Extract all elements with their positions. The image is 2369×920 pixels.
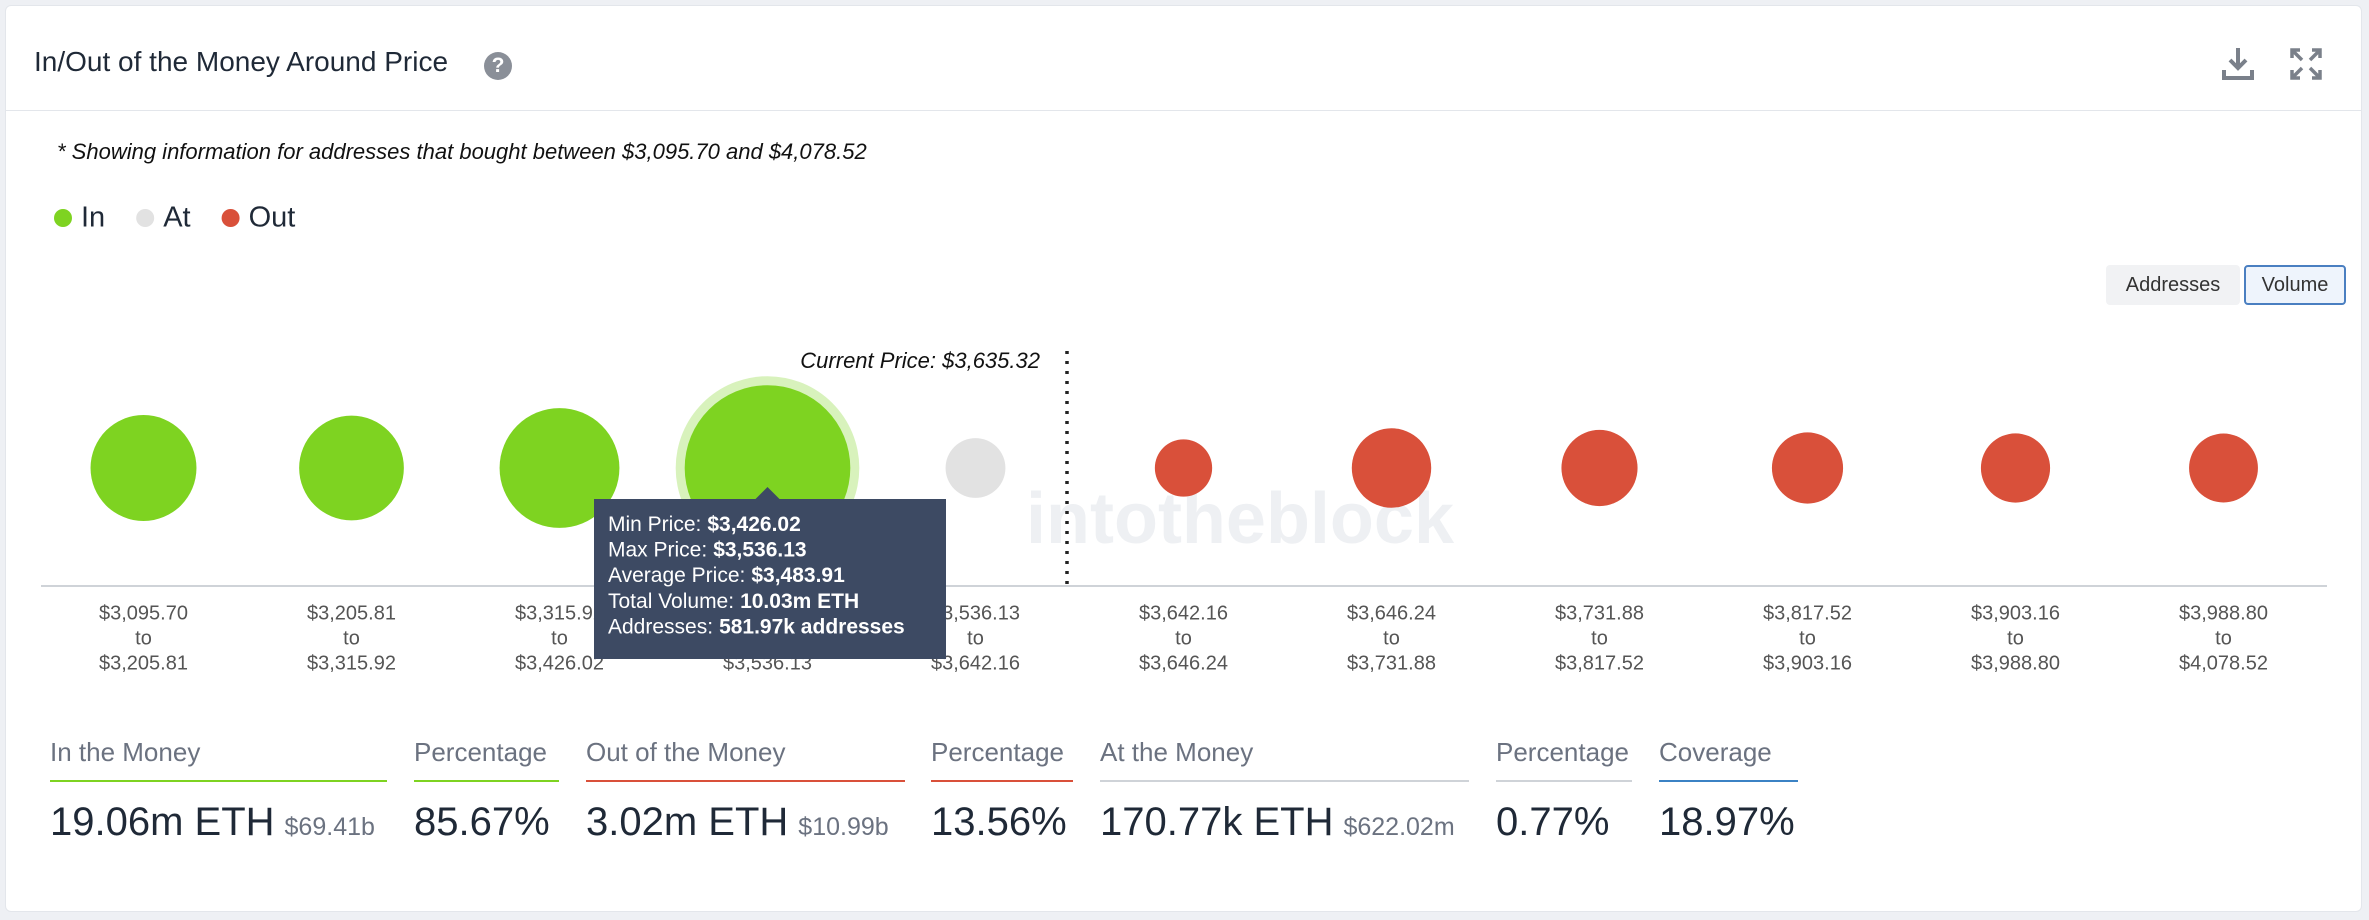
legend-label: In: [81, 202, 105, 234]
x-tick-label: $3,426.02: [515, 652, 604, 674]
widget-title: In/Out of the Money Around Price: [34, 46, 449, 77]
stat-amount: 170.77k ETH: [1100, 800, 1334, 844]
stat-amount: 13.56%: [931, 800, 1067, 844]
tooltip-row: Total Volume: 10.03m ETH: [608, 589, 859, 612]
x-tick-label: $3,315.92: [307, 652, 396, 674]
bubble: [1561, 429, 1638, 507]
x-tick-label: to: [2215, 627, 2232, 649]
legend-dot: [54, 209, 72, 227]
bubble: [945, 438, 1006, 498]
stat-amount: 18.97%: [1659, 800, 1795, 844]
x-tick-label: $3,903.16: [1971, 602, 2060, 624]
stat-value: 85.67%: [414, 800, 550, 845]
x-tick-label: $3,205.81: [307, 602, 396, 624]
current-price-label: Current Price: $3,635.32: [800, 348, 1040, 373]
x-tick-label: $3,731.88: [1347, 652, 1436, 674]
x-tick-label: to: [1591, 627, 1608, 649]
stat-amount: 85.67%: [414, 800, 550, 844]
x-tick-label: $3,205.81: [99, 652, 188, 674]
bubble: [1771, 432, 1844, 504]
x-tick-label: to: [967, 627, 984, 649]
stat-label: Percentage: [931, 737, 1073, 782]
x-tick-label: $4,078.52: [2179, 652, 2268, 674]
x-tick-label: $3,095.70: [99, 602, 188, 624]
stat-value: 170.77k ETH $622.02m: [1100, 800, 1455, 845]
x-tick-label: to: [1799, 627, 1816, 649]
x-tick-label: $3,646.24: [1139, 652, 1228, 674]
tooltip-value: $3,483.91: [751, 564, 845, 587]
bubble: [90, 415, 197, 521]
addresses-button[interactable]: Addresses: [2106, 265, 2240, 305]
tooltip-value: $3,536.13: [713, 538, 806, 561]
x-tick-label: $3,817.52: [1763, 602, 1852, 624]
stat-label: Percentage: [1496, 737, 1632, 782]
stat-value: 13.56%: [931, 800, 1067, 845]
x-tick-label: $3,817.52: [1555, 652, 1644, 674]
x-tick-label: $3,315.92: [515, 602, 604, 624]
stat-label: In the Money: [50, 737, 387, 782]
legend-label: At: [163, 202, 190, 234]
tooltip-value: 581.97k addresses: [719, 615, 905, 638]
bubble: [1980, 433, 2051, 503]
tooltip-value: $3,426.02: [707, 513, 800, 536]
range-note: * Showing information for addresses that…: [57, 139, 867, 164]
stat-label: Percentage: [414, 737, 559, 782]
x-tick-label: to: [343, 627, 360, 649]
x-tick-label: $3,731.88: [1555, 602, 1644, 624]
legend-dot: [136, 209, 155, 227]
x-tick-label: to: [1383, 627, 1400, 649]
stat-value: 18.97%: [1659, 800, 1795, 845]
bubble: [1154, 439, 1213, 497]
tooltip-row: Min Price: $3,426.02: [608, 513, 801, 536]
legend-dot: [221, 209, 240, 227]
tooltip-label: Total Volume:: [608, 589, 734, 612]
tooltip-row: Addresses: 581.97k addresses: [608, 615, 905, 638]
expand-icon[interactable]: [2286, 44, 2326, 84]
x-tick-label: to: [551, 627, 568, 649]
stat-amount: 0.77%: [1496, 800, 1610, 844]
bubble: [299, 415, 404, 521]
x-tick-label: $3,988.80: [1971, 652, 2060, 674]
x-tick-label: to: [2007, 627, 2024, 649]
bubble: [1351, 428, 1432, 508]
stat-amount: 3.02m ETH: [586, 800, 789, 844]
tooltip-label: Min Price:: [608, 513, 701, 536]
stat-value: 0.77%: [1496, 800, 1609, 845]
stat-amount: 19.06m ETH: [50, 800, 275, 844]
bubble: [2189, 433, 2258, 503]
tooltip-row: Average Price: $3,483.91: [608, 564, 845, 587]
stat-label: Coverage: [1659, 737, 1798, 782]
x-tick-label: $3,903.16: [1763, 652, 1852, 674]
stat-sub: $622.02m: [1343, 813, 1455, 841]
x-tick-label: $3,536.13: [931, 602, 1020, 624]
tooltip-label: Average Price:: [608, 564, 745, 587]
tooltip-label: Max Price:: [608, 538, 707, 561]
x-tick-label: $3,642.16: [1139, 602, 1228, 624]
stat-label: Out of the Money: [586, 737, 905, 782]
bubble: [499, 408, 620, 528]
stat-sub: $69.41b: [284, 813, 375, 841]
download-icon[interactable]: [2218, 44, 2258, 84]
stat-value: 19.06m ETH $69.41b: [50, 800, 375, 845]
stat-value: 3.02m ETH $10.99b: [586, 800, 889, 845]
x-tick-label: to: [1175, 627, 1192, 649]
x-tick-label: to: [135, 627, 152, 649]
tooltip-value: 10.03m ETH: [740, 589, 859, 612]
x-tick-label: $3,642.16: [931, 652, 1020, 674]
stat-label: At the Money: [1100, 737, 1469, 782]
tooltip-label: Addresses:: [608, 615, 713, 638]
stat-sub: $10.99b: [798, 813, 889, 841]
help-icon[interactable]: ?: [484, 52, 512, 80]
tooltip-row: Max Price: $3,536.13: [608, 538, 807, 561]
x-tick-label: $3,646.24: [1347, 602, 1436, 624]
header-divider: [6, 110, 2361, 111]
x-tick-label: $3,988.80: [2179, 602, 2268, 624]
tooltip-box: [594, 487, 946, 659]
volume-button[interactable]: Volume: [2244, 265, 2346, 305]
legend-label: Out: [249, 202, 296, 234]
